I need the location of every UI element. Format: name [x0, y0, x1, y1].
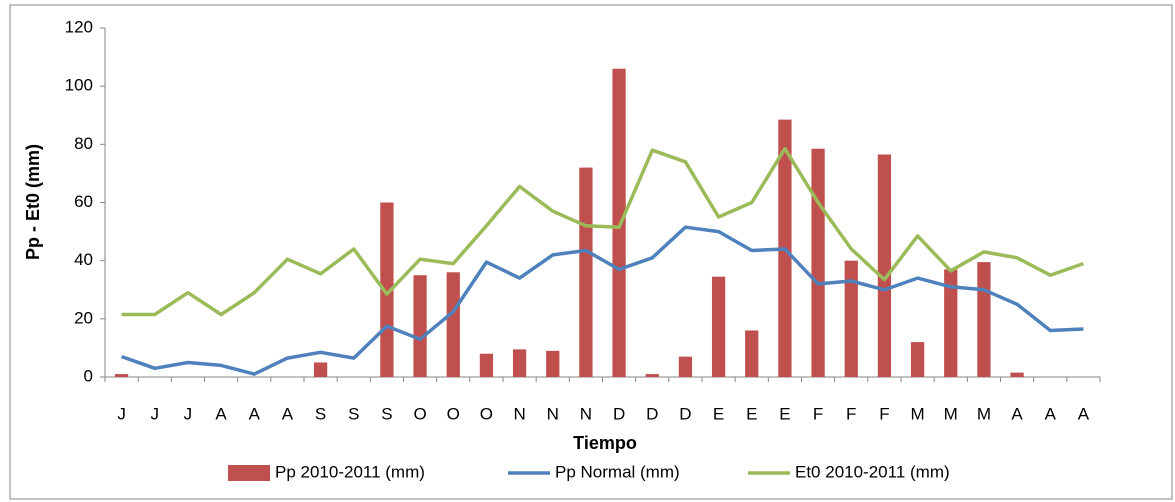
- x-tick-label: A: [1045, 404, 1057, 423]
- x-tick-label: D: [679, 404, 691, 423]
- y-tick-label: 0: [84, 366, 93, 385]
- x-tick-label: J: [151, 404, 160, 423]
- bar: [977, 262, 991, 377]
- x-tick-label: N: [547, 404, 559, 423]
- x-tick-label: D: [613, 404, 625, 423]
- x-tick-label: E: [713, 404, 724, 423]
- x-tick-label: E: [746, 404, 757, 423]
- y-tick-label: 60: [74, 192, 93, 211]
- bar: [745, 330, 759, 377]
- y-tick-label: 120: [65, 17, 93, 36]
- x-tick-label: A: [249, 404, 261, 423]
- bar: [1010, 372, 1024, 377]
- x-axis-label: Tiempo: [573, 433, 637, 453]
- x-tick-label: M: [977, 404, 991, 423]
- x-tick-label: A: [282, 404, 294, 423]
- y-tick-label: 40: [74, 250, 93, 269]
- legend-label: Et0 2010-2011 (mm): [795, 462, 950, 481]
- bar: [546, 350, 560, 377]
- x-tick-label: S: [315, 404, 326, 423]
- bar: [811, 148, 825, 377]
- bar: [413, 275, 427, 377]
- x-tick-label: N: [513, 404, 525, 423]
- y-axis-label: Pp - Et0 (mm): [23, 144, 43, 260]
- line: [121, 225, 1084, 376]
- x-tick-label: A: [1078, 404, 1090, 423]
- bar: [678, 356, 693, 377]
- x-tick-label: J: [117, 404, 126, 423]
- bar: [479, 353, 494, 377]
- y-tick-label: 20: [74, 308, 93, 327]
- x-tick-label: F: [879, 404, 889, 423]
- bar: [380, 202, 394, 377]
- x-tick-label: S: [381, 404, 392, 423]
- x-tick-label: N: [580, 404, 592, 423]
- bar: [711, 276, 726, 377]
- x-tick-label: M: [910, 404, 924, 423]
- x-tick-label: M: [944, 404, 958, 423]
- y-tick-label: 100: [65, 76, 93, 95]
- bar: [645, 374, 659, 377]
- bar: [944, 269, 958, 377]
- bar: [446, 272, 460, 377]
- legend-label: Pp Normal (mm): [555, 462, 680, 481]
- y-tick-label: 80: [74, 134, 93, 153]
- legend-label: Pp 2010-2011 (mm): [275, 462, 425, 481]
- x-tick-label: A: [215, 404, 227, 423]
- bar: [844, 260, 858, 377]
- x-tick-label: O: [413, 404, 426, 423]
- line: [121, 146, 1084, 317]
- x-tick-label: O: [480, 404, 493, 423]
- bar: [910, 342, 925, 377]
- x-tick-label: F: [813, 404, 823, 423]
- x-tick-label: E: [779, 404, 790, 423]
- x-tick-label: J: [184, 404, 193, 423]
- x-tick-label: S: [348, 404, 359, 423]
- bar: [512, 349, 527, 377]
- legend-marker: [228, 465, 270, 481]
- x-tick-label: D: [646, 404, 658, 423]
- bar: [313, 362, 328, 377]
- x-tick-label: A: [1011, 404, 1023, 423]
- bar: [877, 154, 892, 377]
- x-tick-label: O: [447, 404, 460, 423]
- bar: [114, 374, 129, 377]
- bar: [579, 167, 593, 377]
- x-tick-label: F: [846, 404, 856, 423]
